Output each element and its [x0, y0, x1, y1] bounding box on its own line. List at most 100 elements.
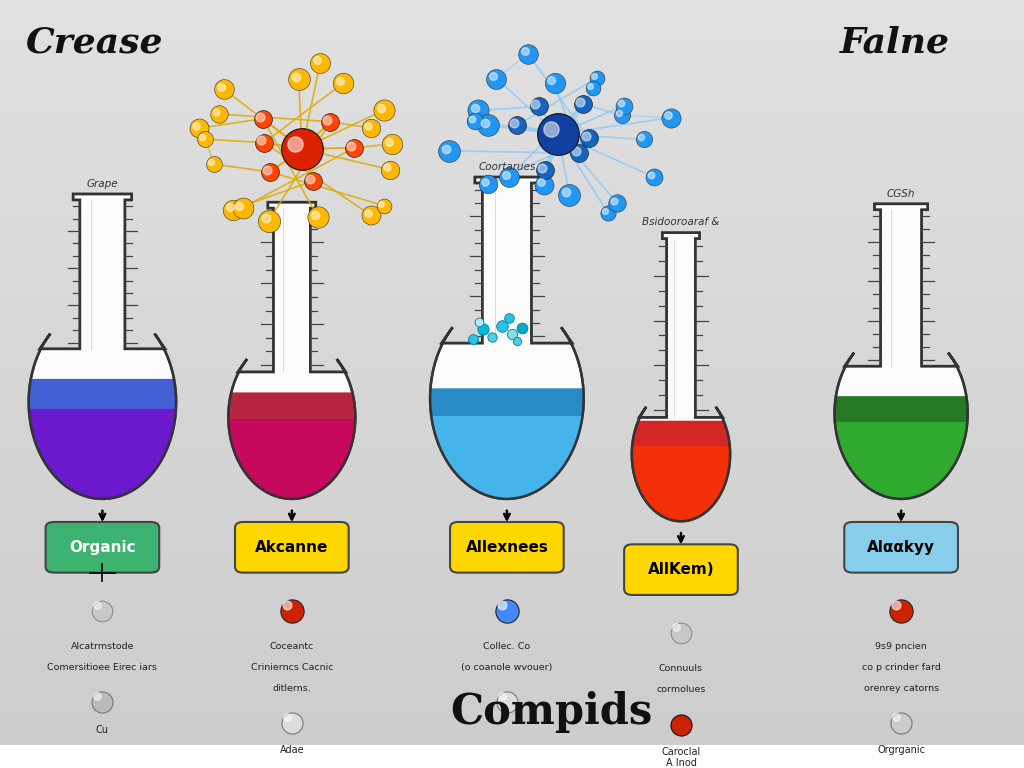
Point — [261, 214, 278, 227]
Text: Collec. Co: Collec. Co — [483, 642, 530, 650]
Point — [346, 141, 362, 154]
Point — [668, 621, 684, 633]
Polygon shape — [835, 204, 968, 499]
Point — [279, 711, 295, 723]
Text: CGSh: CGSh — [887, 189, 915, 199]
Point — [471, 316, 487, 328]
Point — [287, 137, 303, 150]
Point — [255, 113, 271, 125]
Point — [520, 48, 537, 60]
Bar — [0, 484, 1024, 502]
Point — [488, 72, 505, 84]
Point — [570, 147, 587, 159]
Point — [309, 55, 326, 67]
Point — [663, 111, 679, 124]
Text: Coortarues: Coortarues — [478, 162, 536, 172]
Text: Falne: Falne — [840, 25, 949, 59]
Point — [501, 312, 517, 324]
Point — [610, 107, 627, 119]
Text: Orgrganic: Orgrganic — [878, 746, 925, 756]
Bar — [0, 74, 1024, 93]
Point — [567, 145, 584, 157]
Point — [600, 207, 616, 219]
Text: Allexnees: Allexnees — [466, 540, 548, 554]
Point — [284, 604, 300, 617]
Point — [504, 327, 520, 339]
Point — [89, 690, 105, 703]
Point — [534, 162, 550, 174]
Point — [203, 156, 219, 168]
Point — [479, 178, 496, 190]
Point — [480, 119, 497, 131]
Point — [231, 200, 248, 212]
Bar — [0, 186, 1024, 205]
Point — [373, 197, 389, 210]
Point — [514, 322, 530, 334]
Bar — [0, 409, 1024, 428]
Bar — [0, 521, 1024, 540]
Polygon shape — [430, 177, 584, 499]
Point — [94, 696, 111, 708]
Text: ditlerns.: ditlerns. — [272, 684, 311, 693]
Point — [585, 82, 601, 94]
Point — [309, 211, 326, 223]
Point — [211, 108, 227, 120]
Point — [362, 122, 379, 134]
Polygon shape — [29, 194, 176, 499]
Bar — [0, 558, 1024, 577]
FancyBboxPatch shape — [46, 522, 160, 573]
Point — [494, 320, 510, 333]
Point — [645, 170, 662, 183]
Point — [467, 102, 483, 114]
Point — [659, 109, 676, 121]
Point — [509, 119, 525, 131]
Polygon shape — [29, 379, 176, 499]
Point — [319, 114, 336, 126]
Point — [294, 143, 310, 155]
Bar — [0, 205, 1024, 223]
Point — [517, 45, 534, 58]
Polygon shape — [228, 392, 355, 499]
FancyBboxPatch shape — [234, 522, 348, 573]
Polygon shape — [228, 419, 355, 499]
Point — [208, 105, 224, 118]
Bar — [0, 428, 1024, 447]
Bar — [0, 93, 1024, 111]
Point — [258, 212, 274, 224]
Polygon shape — [835, 396, 968, 499]
Point — [221, 201, 238, 214]
Point — [888, 598, 904, 611]
Point — [191, 122, 208, 134]
FancyBboxPatch shape — [451, 522, 563, 573]
Point — [438, 143, 455, 155]
Bar — [0, 260, 1024, 280]
Bar — [0, 596, 1024, 614]
Point — [216, 83, 232, 95]
Point — [543, 123, 559, 135]
Bar — [0, 316, 1024, 335]
Point — [470, 104, 486, 117]
Polygon shape — [632, 233, 730, 521]
Point — [359, 120, 376, 132]
Text: Akcanne: Akcanne — [255, 540, 329, 554]
Point — [359, 207, 376, 220]
Point — [362, 210, 379, 222]
Text: cormolues: cormolues — [656, 685, 706, 694]
Text: Compids: Compids — [451, 690, 653, 733]
Bar — [0, 280, 1024, 298]
Bar — [0, 614, 1024, 633]
Point — [613, 109, 630, 121]
Point — [636, 133, 652, 145]
Point — [530, 101, 547, 113]
Point — [485, 70, 502, 82]
Bar — [0, 335, 1024, 354]
Point — [673, 718, 689, 730]
Bar — [0, 447, 1024, 465]
Point — [291, 73, 307, 85]
Bar — [0, 111, 1024, 131]
Bar — [0, 18, 1024, 37]
Point — [581, 132, 597, 144]
Point — [550, 128, 566, 141]
Point — [188, 120, 205, 132]
Point — [537, 164, 553, 177]
